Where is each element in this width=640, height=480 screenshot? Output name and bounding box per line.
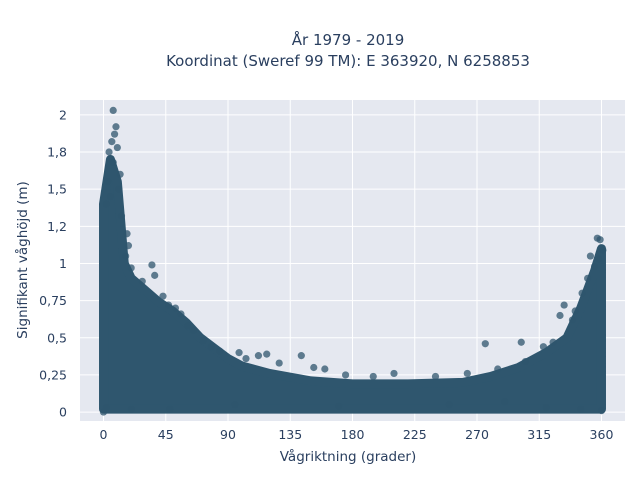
scatter-point [235,349,243,357]
x-tick-labels: 0 45 90 135 180 225 270 315 360 [100,427,614,442]
scatter-point [124,242,133,250]
chart-title: År 1979 - 2019 [292,30,405,49]
scatter-point [112,123,120,131]
scatter-point [109,106,117,115]
y-tick-label: 0,25 [39,367,67,382]
x-tick-label: 315 [527,427,551,442]
scatter-point [335,402,343,410]
scatter-point [539,343,547,351]
y-tick-label: 0,75 [39,293,67,308]
y-tick-label: 0 [59,405,67,420]
scatter-point [105,148,113,156]
scatter-point [254,352,263,360]
scatter-point [445,401,453,409]
scatter-point [321,365,329,373]
x-axis-title: Vågriktning (grader) [280,448,417,465]
scatter-point [199,337,207,345]
y-tick-label: 1 [59,256,67,271]
y-tick-labels: 0 0,25 0,5 0,75 1 1,2 1,5 1,8 2 [39,107,67,419]
scatter-point [341,371,350,379]
scatter-point [216,347,224,355]
x-tick-label: 270 [465,427,489,442]
y-tick-label: 2 [59,107,67,122]
scatter-point [517,338,525,346]
scatter-point [275,359,283,367]
y-tick-label: 1,2 [47,219,67,234]
scatter-point [184,322,192,330]
scatter-point [159,292,167,300]
scatter-point [109,158,117,167]
scatter-point [106,192,115,201]
scatter-point [568,316,577,324]
x-tick-label: 135 [278,427,302,442]
scatter-point [102,200,110,208]
scatter-point [127,264,135,272]
scatter-point [242,354,250,363]
scatter-point [164,301,173,309]
x-tick-label: 225 [403,427,427,442]
x-tick-label: 180 [341,427,365,442]
scatter-point [117,212,126,220]
scatter-point [571,307,579,315]
scatter-point [166,405,174,413]
chart-subtitle: Koordinat (Sweref 99 TM): E 363920, N 62… [166,52,530,70]
scatter-point [599,246,607,254]
data-points [99,106,607,416]
scatter-point [431,372,440,381]
y-tick-label: 1,8 [47,145,67,160]
scatter-point [584,274,592,282]
scatter-point [521,357,530,366]
scatter-point [102,404,110,412]
scatter-point [481,340,489,348]
x-tick-label: 45 [158,427,174,442]
scatter-point [113,143,121,152]
scatter-point [590,262,599,271]
y-axis-title: Signifikant våghöjd (m) [14,181,31,339]
scatter-point [104,178,112,186]
scatter-point [542,404,550,412]
scatter-point [115,185,123,193]
scatter-point [122,252,130,260]
scatter-point [577,405,585,413]
scatter-point [123,230,131,238]
y-tick-label: 1,5 [47,182,67,197]
scatter-point [263,350,271,358]
y-tick-label: 0,5 [47,330,67,345]
scatter-point [390,369,398,378]
scatter-point [596,236,604,244]
x-tick-label: 0 [100,427,108,442]
scatter-point [463,369,471,378]
scatter-point [310,363,318,372]
x-tick-label: 360 [590,427,614,442]
scatter-point [578,289,586,297]
scatter-point [177,310,185,318]
scatter-point [171,304,180,312]
scatter-point [127,405,135,413]
scatter-point [549,338,557,346]
scatter-point [231,401,239,409]
scatter-point [501,398,509,406]
scatter-point [110,130,119,138]
scatter-point [151,271,159,279]
scatter-point [556,311,564,320]
scatter-point [189,326,198,334]
scatter-point [116,170,124,178]
scatter-point [586,252,595,260]
scatter-point [207,343,216,351]
scatter-point [148,261,156,269]
scatter-point [597,406,606,415]
scatter-point [560,301,568,309]
scatter-point [297,352,305,360]
scatter-point [595,255,603,263]
x-tick-label: 90 [220,427,236,442]
scatter-point [138,277,146,285]
scatter-point [108,138,116,146]
y-grid-lines [80,114,625,413]
scatter-point [494,365,502,373]
scatter-point [369,372,377,381]
